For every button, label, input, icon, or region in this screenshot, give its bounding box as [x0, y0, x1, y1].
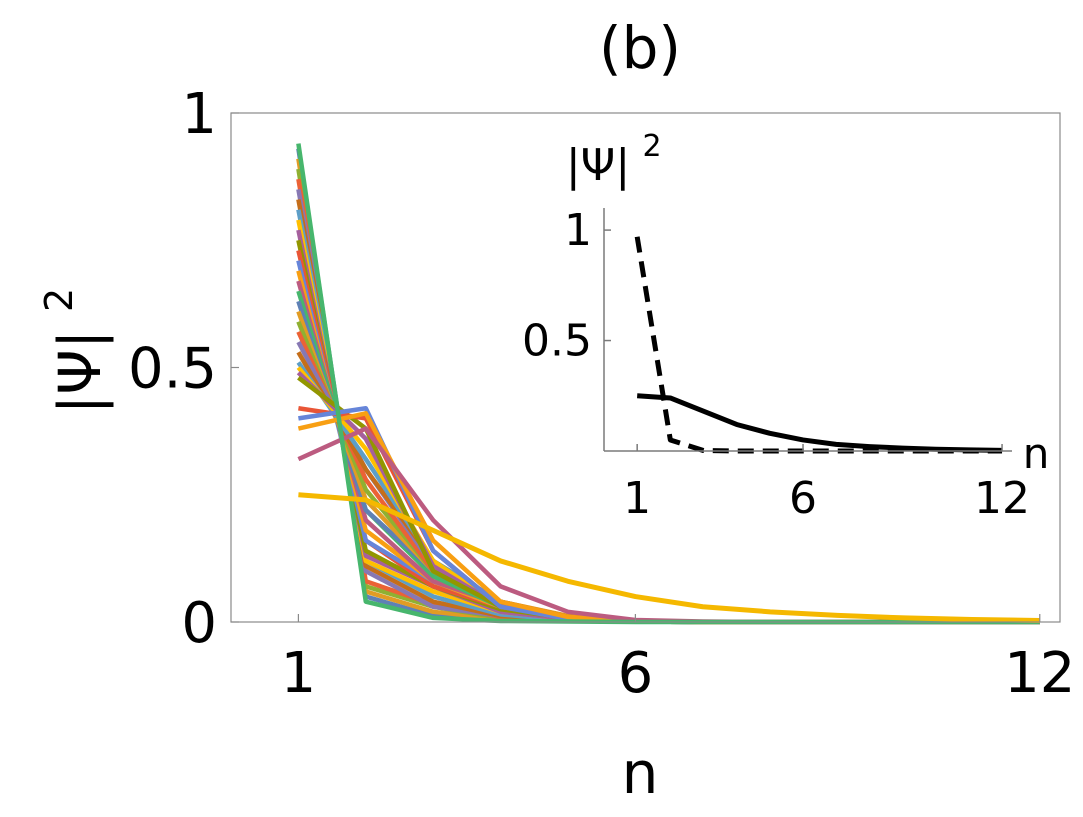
- y-axis-label: |Ψ| 2: [37, 288, 114, 415]
- x-tick-label: 1: [281, 641, 317, 706]
- x-tick-label: 6: [618, 641, 654, 706]
- series-line-highlight: [298, 492, 1040, 623]
- y-axis-label-sup: 2: [37, 288, 81, 312]
- inset-x-tick-label: 1: [623, 473, 651, 524]
- inset-plot: 1 6 12 0.5 1: [522, 205, 1030, 524]
- inset-y-axis-label-base: |Ψ|: [566, 140, 630, 191]
- y-tick-label: 0: [181, 591, 217, 656]
- inset-series-dashed: [634, 236, 1003, 454]
- inset-ticks-group: 1 6 12 0.5 1: [522, 205, 1030, 524]
- inset-y-axis-label-sup: 2: [642, 129, 661, 164]
- x-axis-label: n: [622, 739, 659, 807]
- y-tick-label: 0.5: [128, 337, 217, 402]
- inset-x-axis-label: n: [1023, 429, 1050, 478]
- chart-title: (b): [599, 14, 681, 82]
- y-axis-label-base: |Ψ|: [46, 330, 114, 415]
- y-tick-label: 1: [181, 82, 217, 147]
- main-series-group: [296, 143, 1040, 625]
- inset-x-tick-label: 12: [974, 473, 1030, 524]
- inset-x-tick-label: 6: [789, 473, 817, 524]
- inset-y-tick-label: 1: [564, 205, 592, 256]
- inset-series-solid: [637, 393, 1003, 453]
- inset-series-group: [634, 236, 1003, 454]
- inset-y-tick-label: 0.5: [522, 316, 592, 367]
- main-plot-frame: [230, 112, 1061, 623]
- x-tick-label: 12: [1004, 641, 1075, 706]
